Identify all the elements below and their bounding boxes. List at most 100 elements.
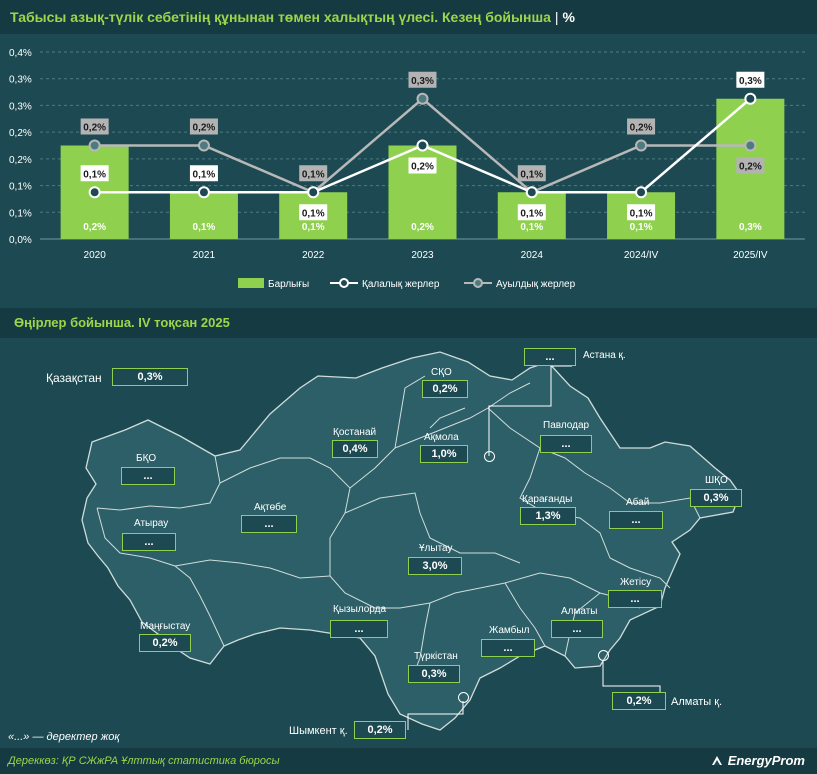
y-tick-label: 0,0% xyxy=(9,235,32,246)
urban-value-box xyxy=(189,165,218,182)
region-label-astana: Астана қ. xyxy=(583,350,626,361)
region-label-bko: БҚО xyxy=(136,453,157,464)
y-tick-label: 0,1% xyxy=(9,182,32,193)
bar-value-label: 0,2% xyxy=(83,222,106,233)
region-value-karaganda: 1,3% xyxy=(520,507,576,525)
region-value-turkistan: 0,3% xyxy=(408,665,460,683)
x-tick-label: 2022 xyxy=(302,250,325,261)
urban-value-box xyxy=(80,165,109,182)
shymkent-city-marker xyxy=(458,692,469,703)
bar-value-label: 0,3% xyxy=(739,222,762,233)
rural-value-box xyxy=(627,118,656,135)
y-tick-label: 0,3% xyxy=(9,75,32,86)
region-label-abay: Абай xyxy=(626,497,650,508)
rural-value-box xyxy=(408,71,437,88)
region-label-zhetisu: Жетісу xyxy=(620,577,652,588)
title-separator: | xyxy=(554,9,559,25)
chart-title: Табысы азық-түлік себетінің құнынан төме… xyxy=(10,9,575,25)
urban-value-label: 0,2% xyxy=(411,162,434,173)
region-label-mangystau: Маңғыстау xyxy=(140,621,191,632)
bar-value-label: 0,1% xyxy=(302,222,325,233)
urban-value-box xyxy=(408,157,437,174)
region-value-shko: 0,3% xyxy=(690,489,742,507)
urban-value-label: 0,3% xyxy=(739,76,762,87)
rural-value-label: 0,2% xyxy=(630,123,653,134)
legend-label-total: Барлығы xyxy=(268,279,309,290)
urban-value-label: 0,1% xyxy=(83,169,106,180)
region-label-shymkent: Шымкент қ. xyxy=(289,725,348,737)
region-value-pavlodar: ... xyxy=(540,435,592,453)
x-tick-label: 2025/IV xyxy=(733,250,768,261)
region-value-akmola: 1,0% xyxy=(420,445,468,463)
urban-point xyxy=(635,186,648,199)
rural-point xyxy=(88,139,101,152)
region-value-shymkent: 0,2% xyxy=(354,721,406,739)
region-value-zhetisu: ... xyxy=(608,590,662,608)
almaty-city-marker xyxy=(598,650,609,661)
region-value-ulytau: 3,0% xyxy=(408,557,462,575)
region-label-akmola: Ақмола xyxy=(424,432,459,443)
title-unit: % xyxy=(562,9,575,25)
region-value-zhambyl: ... xyxy=(481,639,535,657)
source-text: Дереккөз: ҚР СЖжРА Ұлттық статистика бюр… xyxy=(8,755,280,767)
rural-value-box xyxy=(80,118,109,135)
urban-value-label: 0,1% xyxy=(630,208,653,219)
regions-header-bar xyxy=(0,308,817,338)
rural-point xyxy=(197,139,210,152)
y-tick-label: 0,2% xyxy=(9,128,32,139)
rural-value-label: 0,2% xyxy=(193,123,216,134)
y-tick-label: 0,3% xyxy=(9,101,32,112)
rural-value-box xyxy=(299,165,328,182)
region-label-kostanay: Қостанай xyxy=(333,427,377,438)
rural-point xyxy=(416,92,429,105)
urban-value-label: 0,1% xyxy=(520,208,543,219)
urban-point xyxy=(525,186,538,199)
region-value-bko: ... xyxy=(121,467,175,485)
x-tick-label: 2023 xyxy=(411,250,434,261)
region-label-karaganda: Қарағанды xyxy=(522,494,573,505)
region-value-mangystau: 0,2% xyxy=(139,634,191,652)
brand-logo: EnergyProm xyxy=(710,753,805,768)
region-label-almaty-region: Алматы xyxy=(561,606,598,617)
urban-value-box xyxy=(627,204,656,221)
rural-value-box xyxy=(517,165,546,182)
no-data-note: «...» — деректер жоқ xyxy=(8,731,120,743)
rural-value-label: 0,1% xyxy=(520,169,543,180)
urban-point xyxy=(197,186,210,199)
region-value-astana: ... xyxy=(524,348,576,366)
region-value-kostanay: 0,4% xyxy=(332,440,378,458)
chart-title-text: Табысы азық-түлік себетінің құнынан төме… xyxy=(10,9,551,25)
country-value: 0,3% xyxy=(112,368,188,386)
chart-header-bar xyxy=(0,0,817,34)
energyprom-logo-icon xyxy=(711,755,722,765)
legend-marker-rural xyxy=(473,278,483,288)
rural-value-box xyxy=(736,157,765,174)
rural-value-box xyxy=(189,118,218,135)
legend-label-rural: Ауылдық жерлер xyxy=(496,279,576,290)
x-tick-label: 2024/IV xyxy=(624,250,659,261)
urban-value-label: 0,1% xyxy=(193,169,216,180)
region-value-almaty-city: 0,2% xyxy=(612,692,666,710)
y-tick-label: 0,1% xyxy=(9,208,32,219)
region-label-zhambyl: Жамбыл xyxy=(489,625,530,636)
x-tick-label: 2024 xyxy=(521,250,544,261)
legend-label-urban: Қалалық жерлер xyxy=(362,279,440,290)
x-tick-label: 2021 xyxy=(193,250,216,261)
urban-value-box xyxy=(736,71,765,88)
region-borders xyxy=(96,375,701,684)
bar xyxy=(169,192,238,239)
region-label-ulytau: Ұлытау xyxy=(419,543,453,554)
urban-value-label: 0,1% xyxy=(302,208,325,219)
bar-value-label: 0,2% xyxy=(411,222,434,233)
region-value-abay: ... xyxy=(609,511,663,529)
rural-value-label: 0,1% xyxy=(302,169,325,180)
brand-name: EnergyProm xyxy=(727,753,805,768)
rural-point xyxy=(635,139,648,152)
footer-bar xyxy=(0,748,817,774)
region-value-kyzylorda: ... xyxy=(330,620,388,638)
regions-title: Өңірлер бойынша. IV тоқсан 2025 xyxy=(14,315,230,330)
urban-value-box xyxy=(299,204,328,221)
region-value-aktobe: ... xyxy=(241,515,297,533)
region-label-kyzylorda: Қызылорда xyxy=(333,604,387,615)
country-label: Қазақстан xyxy=(46,371,102,385)
